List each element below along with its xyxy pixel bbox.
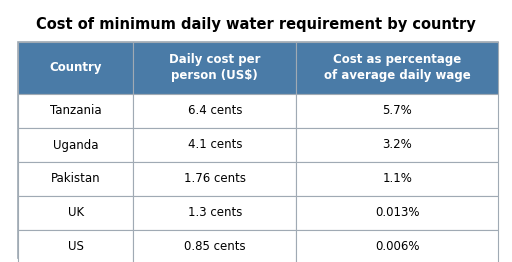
Bar	[18, 128, 133, 162]
Bar	[296, 230, 498, 262]
Text: 4.1 cents: 4.1 cents	[187, 139, 242, 151]
Text: Cost as percentage
of average daily wage: Cost as percentage of average daily wage	[324, 53, 471, 83]
Text: Country: Country	[49, 62, 102, 74]
Bar	[133, 162, 296, 196]
Text: 1.76 cents: 1.76 cents	[184, 172, 246, 185]
Text: Uganda: Uganda	[53, 139, 98, 151]
Text: Pakistan: Pakistan	[51, 172, 100, 185]
Text: 1.1%: 1.1%	[382, 172, 412, 185]
Bar	[296, 94, 498, 128]
Text: 3.2%: 3.2%	[382, 139, 412, 151]
Bar	[18, 94, 133, 128]
Bar	[133, 196, 296, 230]
Text: 0.006%: 0.006%	[375, 241, 419, 254]
Text: US: US	[68, 241, 83, 254]
Text: Cost of minimum daily water requirement by country: Cost of minimum daily water requirement …	[36, 17, 476, 31]
Bar	[133, 94, 296, 128]
Text: Daily cost per
person (US$): Daily cost per person (US$)	[169, 53, 261, 83]
Text: 6.4 cents: 6.4 cents	[187, 105, 242, 117]
Bar	[133, 128, 296, 162]
Text: UK: UK	[68, 206, 83, 220]
Bar	[18, 42, 133, 94]
Text: 0.013%: 0.013%	[375, 206, 419, 220]
Text: 1.3 cents: 1.3 cents	[187, 206, 242, 220]
Text: Tanzania: Tanzania	[50, 105, 101, 117]
Bar	[133, 230, 296, 262]
Bar	[18, 196, 133, 230]
Text: 0.85 cents: 0.85 cents	[184, 241, 246, 254]
Bar	[296, 162, 498, 196]
Bar	[18, 42, 498, 258]
Bar	[18, 162, 133, 196]
Text: 5.7%: 5.7%	[382, 105, 412, 117]
Bar	[296, 128, 498, 162]
Bar	[296, 42, 498, 94]
Bar	[18, 230, 133, 262]
Bar	[133, 42, 296, 94]
Bar	[296, 196, 498, 230]
